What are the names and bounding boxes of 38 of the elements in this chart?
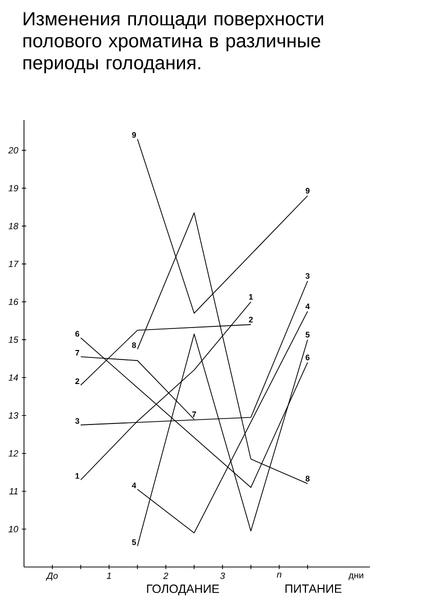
series-label: 1 [76,473,80,479]
y-tick-label: 17 [8,260,19,268]
series-label: 4 [132,482,136,488]
text: ПИТАНИЕ [286,584,342,593]
x-tick-label: n [276,572,282,578]
y-tick-label: 18 [8,222,18,230]
x-tick-label: 3 [220,572,225,580]
x-axis-title: дни [348,574,364,580]
text: 9 [306,188,310,194]
text: 3 [306,273,310,279]
chart-title: Изменения площади поверхности полового хроматина в различные периоды голодания. [24,12,324,74]
y-tick-label: 15 [8,336,18,343]
y-tick-label: 19 [8,184,18,192]
series-label: 7 [192,412,196,418]
series-label: 3 [75,418,80,424]
series-label: 9 [132,132,136,138]
series-label: 2 [75,378,80,384]
text: 5 [306,332,310,338]
series-label: 5 [132,539,136,545]
y-tick-label: 11 [9,488,18,494]
text: 4 [305,304,310,310]
x-tick-label: 1 [106,572,111,579]
text: 1 [249,294,253,300]
text: 8 [132,342,136,348]
y-tick-label: 14 [8,374,18,381]
y-tick-label: 20 [8,147,18,154]
x-tick-label: 2 [163,572,168,579]
y-tick-label: 16 [8,298,18,306]
y-tick-label: 10 [8,526,18,532]
x-tick-label: До [46,572,58,581]
text: ГОЛОДАНИЕ [147,584,219,596]
text: 7 [75,350,80,356]
y-tick-label: 13 [8,412,18,419]
series-label: 8 [306,476,310,482]
series-label: 6 [75,330,80,337]
text: 2 [248,316,253,322]
y-tick-label: 12 [8,450,18,456]
text: 6 [306,354,310,360]
